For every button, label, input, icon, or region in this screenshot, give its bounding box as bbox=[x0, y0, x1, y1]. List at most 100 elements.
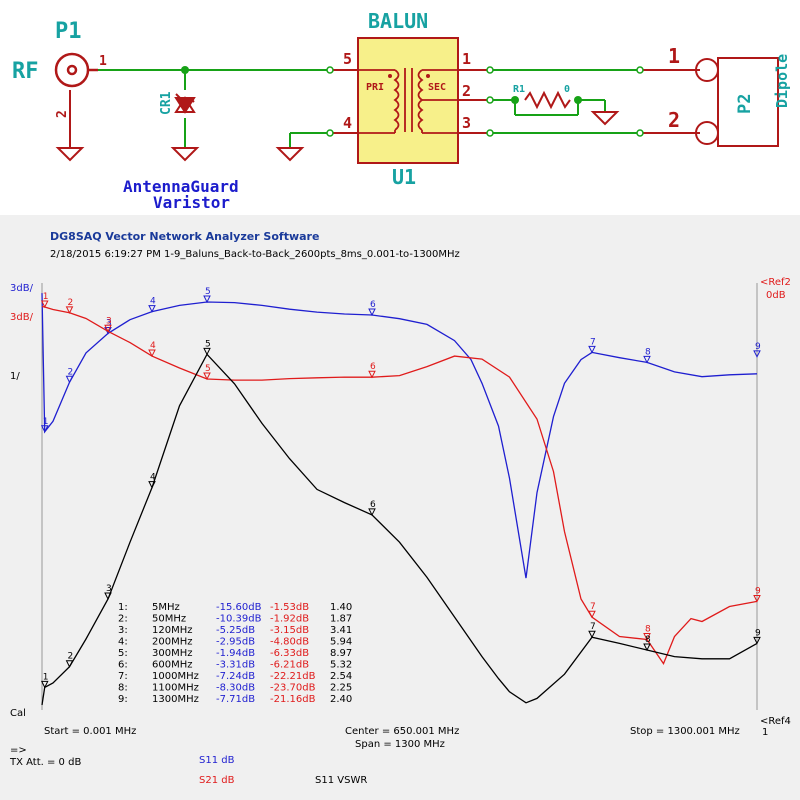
marker-table-cell: 7: bbox=[118, 671, 128, 682]
marker-triangle bbox=[40, 425, 49, 433]
marker-table-cell: -1.94dB bbox=[216, 648, 255, 659]
marker-triangle bbox=[588, 345, 596, 354]
svg-text:3: 3 bbox=[462, 114, 471, 132]
marker-label: 4 bbox=[150, 297, 156, 307]
marker-table-cell: 5.32 bbox=[330, 660, 352, 671]
marker-label: 3 bbox=[106, 318, 112, 328]
marker-label: 2 bbox=[67, 652, 73, 662]
legend-s21-db[interactable]: S21 dB bbox=[199, 775, 235, 786]
svg-text:1: 1 bbox=[668, 44, 680, 68]
marker-triangle bbox=[753, 350, 761, 358]
marker-label: 6 bbox=[370, 500, 376, 510]
marker-table-cell: -7.24dB bbox=[216, 671, 255, 682]
marker-label: 2 bbox=[67, 367, 73, 377]
marker-table-cell: 1300MHz bbox=[152, 694, 199, 705]
marker-table-cell: -7.71dB bbox=[216, 694, 255, 705]
varistor-label: Varistor bbox=[153, 193, 230, 210]
marker-table-cell: -6.33dB bbox=[270, 648, 309, 659]
marker-table-cell: 1.40 bbox=[330, 602, 352, 613]
marker-label: 4 bbox=[150, 341, 156, 351]
svg-text:1: 1 bbox=[99, 54, 107, 69]
marker-table-cell: -3.31dB bbox=[216, 660, 255, 671]
marker-table-cell: 1.87 bbox=[330, 614, 352, 625]
marker-triangle bbox=[65, 375, 74, 384]
marker-table-cell: 2: bbox=[118, 614, 128, 625]
r1-label: R1 bbox=[513, 84, 525, 95]
marker-label: 6 bbox=[370, 300, 376, 310]
ref2-label: <Ref2 bbox=[760, 277, 791, 288]
marker-label: 6 bbox=[370, 362, 376, 372]
marker-triangle bbox=[368, 370, 376, 379]
dipole-label: Dipole bbox=[773, 54, 791, 108]
cal-label: Cal bbox=[10, 708, 26, 719]
ground-icon bbox=[55, 111, 620, 162]
marker-triangle bbox=[753, 594, 761, 603]
marker-table-cell: -2.95dB bbox=[216, 637, 255, 648]
u1-label: U1 bbox=[392, 165, 416, 189]
marker-label: 7 bbox=[590, 602, 596, 612]
marker-table-cell: 1000MHz bbox=[152, 671, 199, 682]
legend-s11-db[interactable]: S11 dB bbox=[199, 755, 235, 766]
marker-triangle bbox=[148, 349, 156, 358]
marker-table-cell: -10.39dB bbox=[216, 614, 262, 625]
ref4-label: <Ref4 bbox=[760, 716, 791, 727]
svg-text:2: 2 bbox=[462, 82, 471, 100]
svg-text:4: 4 bbox=[343, 114, 352, 132]
marker-label: 8 bbox=[645, 635, 651, 645]
marker-table-cell: -21.16dB bbox=[270, 694, 316, 705]
center-freq: Center = 650.001 MHz bbox=[345, 726, 460, 737]
marker-triangle bbox=[643, 355, 651, 364]
marker-table-cell: 5MHz bbox=[152, 602, 180, 613]
marker-triangle bbox=[643, 643, 651, 652]
rf-label: RF bbox=[12, 59, 39, 84]
marker-table-cell: -3.15dB bbox=[270, 625, 309, 636]
marker-table-cell: -5.25dB bbox=[216, 625, 255, 636]
marker-triangle bbox=[643, 633, 651, 641]
r1-value: 0 bbox=[564, 84, 570, 95]
legend-s11-vswr[interactable]: S11 VSWR bbox=[315, 775, 368, 786]
marker-triangle bbox=[148, 481, 156, 489]
marker-table-cell: 8.97 bbox=[330, 648, 352, 659]
marker-label: 5 bbox=[205, 287, 211, 297]
marker-table-cell: 8: bbox=[118, 683, 128, 694]
rf-connector-icon bbox=[54, 52, 98, 88]
marker-table-cell: -4.80dB bbox=[270, 637, 309, 648]
marker-triangle bbox=[368, 508, 376, 517]
marker-label: 5 bbox=[205, 364, 211, 374]
vna-title: DG8SAQ Vector Network Analyzer Software bbox=[50, 230, 320, 243]
varistor-icon bbox=[174, 93, 196, 114]
balun-title: BALUN bbox=[368, 9, 428, 33]
marker-triangle bbox=[588, 630, 596, 639]
svg-text:1: 1 bbox=[462, 50, 471, 68]
marker-label: 4 bbox=[150, 473, 156, 483]
marker-table-cell: 9: bbox=[118, 694, 128, 705]
marker-label: 1 bbox=[43, 672, 49, 682]
marker-label: 2 bbox=[67, 298, 73, 308]
marker-table-cell: -1.92dB bbox=[270, 614, 309, 625]
marker-label: 9 bbox=[755, 628, 761, 638]
marker-table-cell: 4: bbox=[118, 637, 128, 648]
stop-freq: Stop = 1300.001 MHz bbox=[630, 726, 740, 737]
marker-table-cell: 5.94 bbox=[330, 637, 352, 648]
marker-table-cell: 200MHz bbox=[152, 637, 192, 648]
arrow-label: => bbox=[10, 745, 27, 756]
marker-triangle bbox=[40, 300, 49, 309]
marker-label: 3 bbox=[106, 316, 112, 326]
red-scale-label: 3dB/ bbox=[10, 312, 33, 323]
black-scale-label: 1/ bbox=[10, 371, 20, 382]
blue-scale-label: 3dB/ bbox=[10, 283, 33, 294]
marker-label: 8 bbox=[645, 347, 651, 357]
marker-table-cell: 1: bbox=[118, 602, 128, 613]
marker-table-cell: 2.40 bbox=[330, 694, 352, 705]
marker-label: 3 bbox=[106, 584, 112, 594]
marker-triangle bbox=[753, 636, 761, 645]
antenna-guard-label: AntennaGuard bbox=[123, 177, 239, 196]
vna-panel: DG8SAQ Vector Network Analyzer Software … bbox=[0, 215, 800, 800]
svg-text:SEC: SEC bbox=[428, 82, 446, 93]
marker-table-cell: -22.21dB bbox=[270, 671, 316, 682]
vna-subtitle: 2/18/2015 6:19:27 PM 1-9_Baluns_Back-to-… bbox=[50, 249, 460, 260]
marker-triangle bbox=[104, 592, 112, 601]
p2-ref: P2 bbox=[735, 94, 755, 114]
marker-triangle bbox=[148, 305, 156, 313]
marker-label: 7 bbox=[590, 622, 596, 632]
